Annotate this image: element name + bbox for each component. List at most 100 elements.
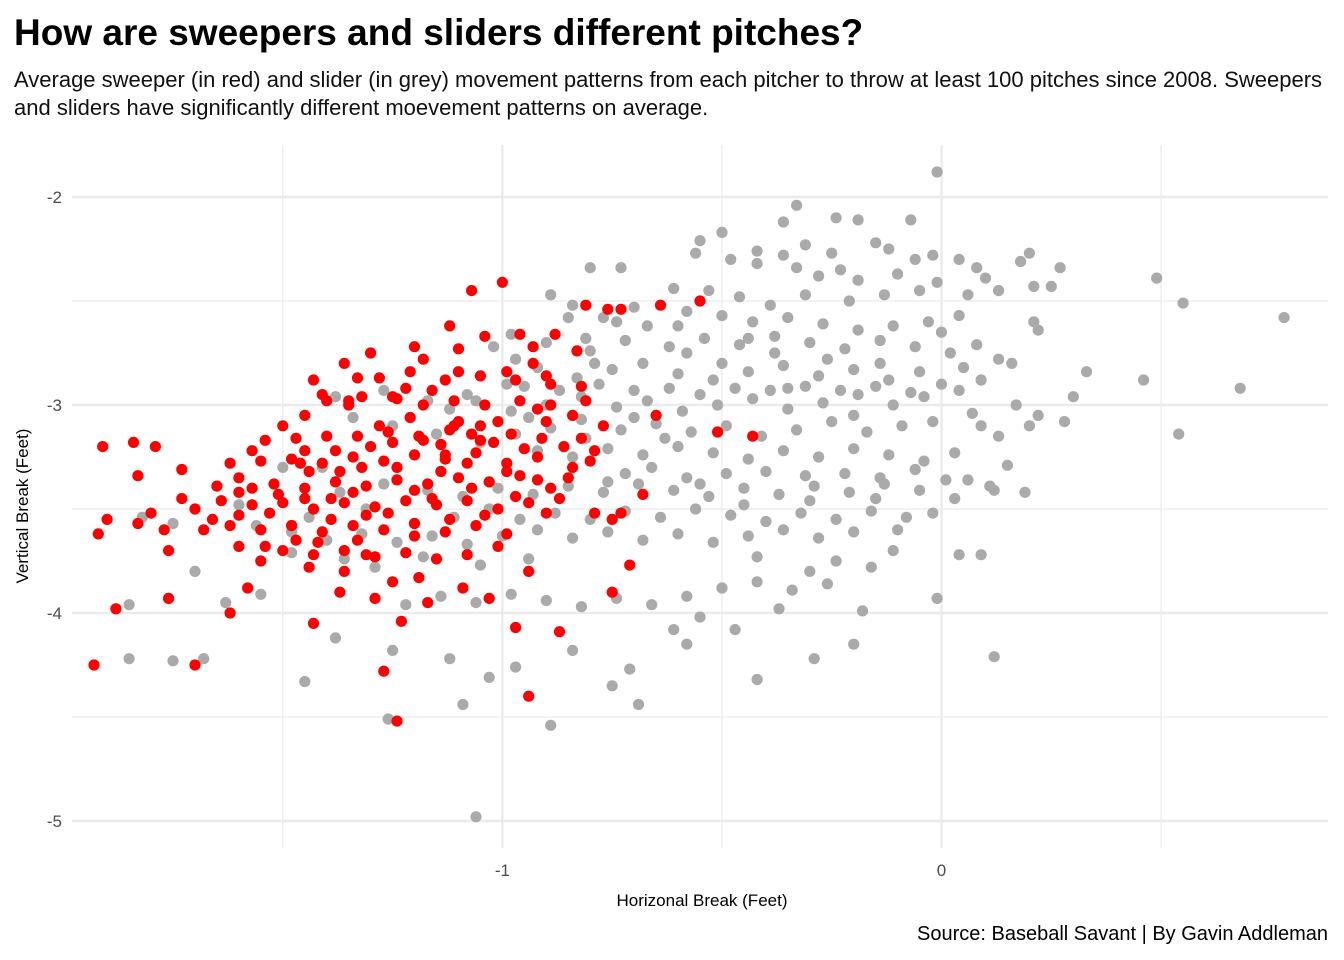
slider-point xyxy=(334,486,346,498)
slider-point xyxy=(852,389,864,401)
slider-point xyxy=(751,576,763,588)
slider-point xyxy=(540,337,552,349)
slider-point xyxy=(659,432,671,444)
slider-point xyxy=(716,310,728,322)
sweeper-point xyxy=(351,372,364,384)
slider-point xyxy=(988,651,1000,663)
sweeper-point xyxy=(316,457,328,469)
slider-point xyxy=(742,453,754,465)
slider-point xyxy=(545,719,557,731)
sweeper-point xyxy=(602,303,614,315)
sweeper-point xyxy=(501,366,513,378)
sweeper-point xyxy=(286,453,298,465)
slider-point xyxy=(299,676,311,688)
sweeper-point xyxy=(382,426,394,438)
slider-point xyxy=(813,270,825,282)
slider-point xyxy=(1006,357,1018,369)
sweeper-point xyxy=(303,561,315,573)
slider-point xyxy=(233,499,245,511)
sweeper-point xyxy=(509,490,522,503)
slider-point xyxy=(685,426,697,438)
slider-point xyxy=(742,332,754,344)
sweeper-point xyxy=(575,380,588,392)
slider-point xyxy=(303,511,315,523)
sweeper-point xyxy=(624,559,636,571)
slider-point xyxy=(338,553,350,565)
chart-title: How are sweepers and sliders different p… xyxy=(14,12,864,53)
sweeper-point xyxy=(413,572,425,584)
sweeper-point xyxy=(127,436,140,448)
slider-point xyxy=(514,513,526,526)
sweeper-point xyxy=(408,530,421,542)
slider-point xyxy=(791,199,803,211)
sweeper-point xyxy=(224,607,236,619)
sweeper-point xyxy=(444,320,456,332)
sweeper-point xyxy=(369,592,381,605)
slider-point xyxy=(527,488,539,500)
sweeper-point xyxy=(492,540,504,553)
slider-point xyxy=(567,644,579,657)
slider-point xyxy=(799,289,812,301)
slider-point xyxy=(694,611,706,623)
x-axis-title: Horizonal Break (Feet) xyxy=(616,891,787,910)
sweeper-point xyxy=(233,472,245,484)
slider-point xyxy=(597,486,610,498)
slider-point xyxy=(870,237,882,249)
slider-point xyxy=(729,624,741,636)
slider-point xyxy=(817,318,829,330)
slider-point xyxy=(883,374,895,386)
sweeper-point xyxy=(145,507,157,519)
slider-point xyxy=(966,407,978,419)
slider-point xyxy=(606,364,618,376)
slider-point xyxy=(1010,399,1022,411)
slider-point xyxy=(914,285,926,297)
slider-point xyxy=(470,811,482,823)
sweeper-point xyxy=(299,493,311,505)
sweeper-point xyxy=(343,395,355,407)
slider-point xyxy=(483,671,495,684)
slider-point xyxy=(874,357,886,369)
sweeper-point xyxy=(606,513,618,526)
slider-point xyxy=(189,565,201,578)
slider-point xyxy=(378,478,390,490)
slider-point xyxy=(887,320,899,332)
sweeper-point xyxy=(575,432,588,444)
slider-point xyxy=(646,599,658,611)
slider-point xyxy=(1023,247,1035,259)
slider-point xyxy=(672,368,684,380)
sweeper-point xyxy=(479,330,491,342)
sweeper-point xyxy=(338,565,350,578)
slider-point xyxy=(1234,382,1246,394)
slider-point xyxy=(1278,312,1290,324)
sweeper-point xyxy=(531,403,544,415)
slider-point xyxy=(940,474,952,486)
slider-point xyxy=(782,382,794,394)
sweeper-point xyxy=(110,603,122,615)
sweeper-point xyxy=(571,345,583,357)
sweeper-point xyxy=(505,428,517,440)
slider-point xyxy=(329,632,342,644)
sweeper-point xyxy=(224,520,236,532)
slider-point xyxy=(953,253,965,265)
sweeper-point xyxy=(558,441,570,453)
sweeper-point xyxy=(255,455,267,467)
sweeper-point xyxy=(132,470,144,482)
sweeper-point xyxy=(299,482,311,494)
slider-point xyxy=(839,468,851,480)
slider-point xyxy=(703,490,715,503)
slider-point xyxy=(979,272,992,284)
slider-point xyxy=(786,584,798,596)
sweeper-point xyxy=(470,447,482,459)
sweeper-point xyxy=(474,434,486,446)
slider-point xyxy=(852,324,864,336)
slider-point xyxy=(1054,262,1066,274)
slider-point xyxy=(435,590,447,602)
slider-point xyxy=(505,588,517,600)
sweeper-point xyxy=(369,501,381,513)
slider-point xyxy=(654,511,667,523)
sweeper-point xyxy=(444,513,456,526)
slider-point xyxy=(773,488,785,500)
slider-point xyxy=(707,536,719,548)
slider-point xyxy=(813,370,825,382)
